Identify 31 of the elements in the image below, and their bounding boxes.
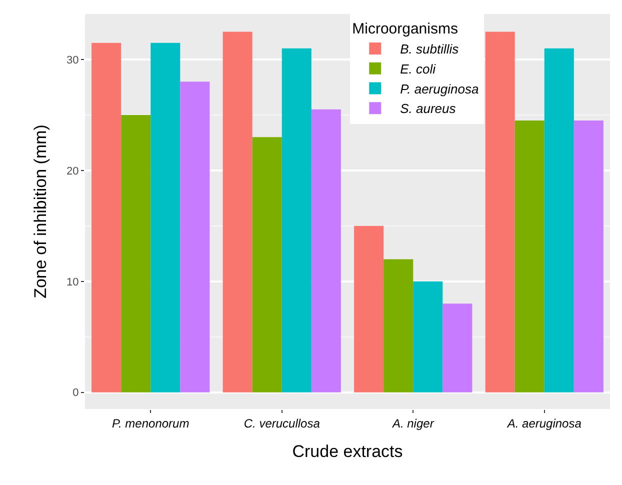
- y-axis-title: Zone of inhibition (mm): [31, 124, 50, 298]
- x-tick-label: C. verucullosa: [244, 416, 320, 430]
- bar: [442, 304, 472, 392]
- y-tick-label: 0: [72, 387, 79, 400]
- legend-label: B. subtillis: [400, 42, 460, 57]
- bar: [180, 82, 210, 392]
- bar: [282, 48, 312, 392]
- legend-title: Microorganisms: [352, 20, 458, 38]
- bar: [222, 32, 252, 392]
- x-tick-label: A. niger: [391, 416, 435, 430]
- legend-label: P. aeruginosa: [400, 81, 479, 96]
- y-tick-label: 10: [66, 276, 79, 288]
- bar: [574, 120, 604, 392]
- legend-label: E. coli: [400, 61, 437, 76]
- bar: [252, 137, 282, 392]
- bar: [92, 42, 122, 392]
- bar: [514, 120, 544, 392]
- bar: [150, 42, 180, 392]
- y-tick-label: 20: [66, 165, 79, 178]
- bar: [384, 259, 414, 392]
- bar: [354, 226, 384, 392]
- bar: [311, 109, 341, 392]
- x-tick-label: P. menonorum: [112, 416, 190, 430]
- y-tick-label: 30: [66, 54, 79, 66]
- x-axis-title: Crude extracts: [292, 442, 403, 461]
- bar: [413, 281, 443, 392]
- bar: [485, 32, 515, 392]
- x-tick-label: A. aeruginosa: [506, 416, 582, 430]
- bar: [544, 48, 574, 392]
- bar: [121, 114, 151, 392]
- legend-label: S. aureus: [400, 101, 456, 116]
